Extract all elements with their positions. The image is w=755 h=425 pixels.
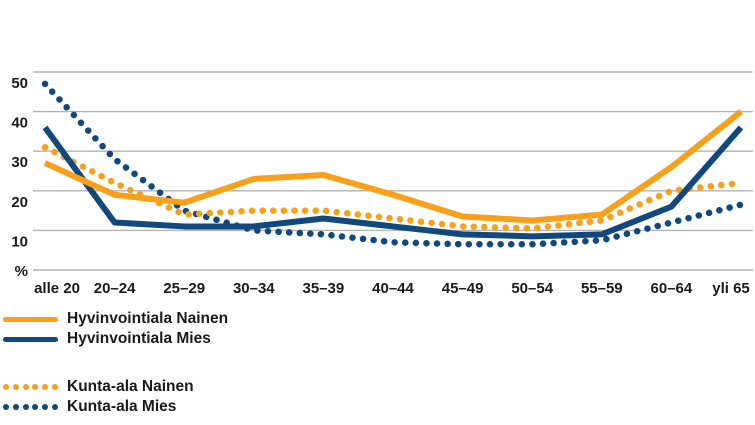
y-axis-label-30: 30 (11, 154, 28, 171)
x-axis-label-2: 25–29 (163, 280, 205, 297)
x-axis-label-3: 30–34 (233, 280, 275, 297)
x-axis-label-4: 35–39 (303, 280, 345, 297)
x-axis-label-9: 60–64 (651, 280, 693, 297)
legend-label-hyvinvointiala-nainen: Hyvinvointiala Nainen (67, 310, 229, 327)
chart-legend: Hyvinvointiala Nainen Hyvinvointiala Mie… (3, 309, 228, 417)
series-line-kunta-ala-mies (41, 80, 745, 248)
legend-item-kunta-ala-mies: Kunta-ala Mies (3, 397, 228, 417)
y-axis-label-40: 40 (11, 115, 28, 132)
y-axis-label-50: 50 (11, 75, 28, 92)
x-axis-label-6: 45–49 (442, 280, 484, 297)
legend-group-dotted: Kunta-ala Nainen Kunta-ala Mies (3, 377, 228, 417)
series-line-kunta-ala-nainen (41, 143, 745, 232)
x-axis-label-0: alle 20 (34, 280, 80, 297)
legend-item-kunta-ala-nainen: Kunta-ala Nainen (3, 377, 228, 397)
x-axis-label-10: yli 65 (712, 280, 750, 297)
series-line-hyvinvointiala-nainen (43, 109, 743, 224)
x-axis-label-1: 20–24 (94, 280, 136, 297)
series-line-hyvinvointiala-mies (42, 125, 744, 240)
legend-item-hyvinvointiala-mies: Hyvinvointiala Mies (3, 329, 228, 349)
legend-label-kunta-ala-mies: Kunta-ala Mies (67, 398, 177, 415)
legend-swatch-dotted-orange (3, 384, 58, 390)
y-axis-label-20: 20 (11, 194, 28, 211)
x-axis-label-7: 50–54 (511, 280, 553, 297)
x-axis-label-8: 55–59 (581, 280, 623, 297)
y-axis-unit-label: % (15, 263, 28, 280)
legend-swatch-solid-blue (3, 336, 58, 342)
legend-item-hyvinvointiala-nainen: Hyvinvointiala Nainen (3, 309, 228, 329)
legend-label-kunta-ala-nainen: Kunta-ala Nainen (67, 378, 194, 395)
legend-group-solid: Hyvinvointiala Nainen Hyvinvointiala Mie… (3, 309, 228, 349)
legend-swatch-dotted-blue (3, 404, 58, 410)
legend-swatch-solid-orange (3, 316, 58, 322)
legend-label-hyvinvointiala-mies: Hyvinvointiala Mies (67, 330, 211, 347)
line-chart: 10 20 30 40 50% alle 20 20–24 25–29 30–34 35–39 40… (11, 71, 753, 297)
x-axis-label-5: 40–44 (372, 280, 414, 297)
y-axis-label-10: 10 (11, 233, 28, 250)
